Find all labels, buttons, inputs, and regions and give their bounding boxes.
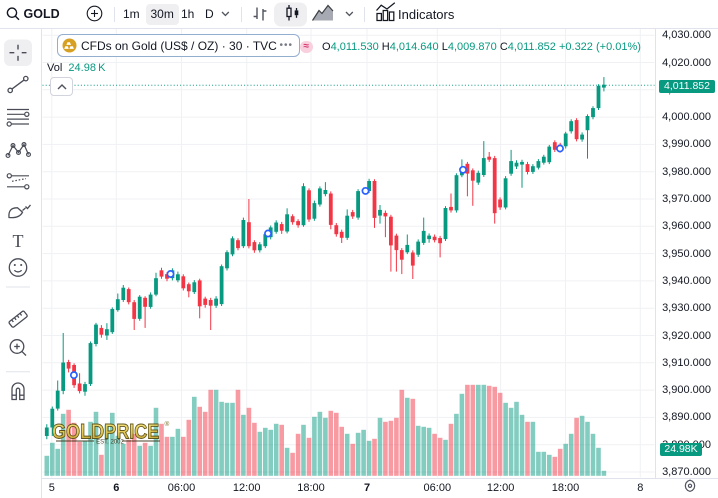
svg-text:EST. 2002: EST. 2002 xyxy=(96,440,124,446)
svg-text:GOLDPRICE: GOLDPRICE xyxy=(52,420,159,444)
svg-text:®: ® xyxy=(165,420,170,428)
svg-text:T: T xyxy=(13,231,24,251)
